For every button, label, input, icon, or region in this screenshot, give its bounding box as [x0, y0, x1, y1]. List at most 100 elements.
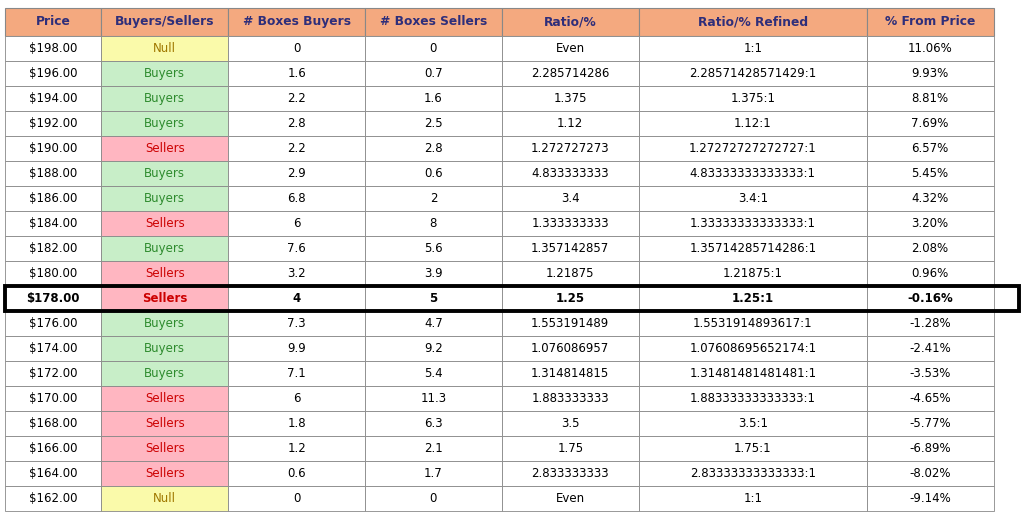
Bar: [228, 361, 365, 386]
Bar: [867, 486, 993, 511]
Bar: [502, 186, 639, 211]
Text: 1.12: 1.12: [557, 117, 584, 130]
Text: -0.16%: -0.16%: [907, 292, 953, 305]
Bar: [867, 461, 993, 486]
Bar: [502, 136, 639, 161]
Bar: [365, 61, 502, 86]
Text: 1.076086957: 1.076086957: [531, 342, 609, 355]
Text: $182.00: $182.00: [29, 242, 78, 255]
Bar: [867, 236, 993, 261]
Bar: [365, 336, 502, 361]
Text: -6.89%: -6.89%: [909, 442, 951, 455]
Text: Ratio/% Refined: Ratio/% Refined: [697, 15, 808, 28]
Bar: [5, 86, 101, 111]
Bar: [502, 36, 639, 61]
Text: 1.21875: 1.21875: [546, 267, 595, 280]
Bar: [5, 261, 101, 286]
Bar: [228, 61, 365, 86]
Text: 6.8: 6.8: [288, 192, 306, 205]
Bar: [101, 186, 228, 211]
Text: Buyers: Buyers: [144, 92, 185, 105]
Bar: [502, 236, 639, 261]
Bar: [5, 361, 101, 386]
Text: 9.9: 9.9: [287, 342, 306, 355]
Bar: [5, 286, 1019, 311]
Bar: [867, 8, 993, 36]
Text: 2.08%: 2.08%: [911, 242, 949, 255]
Bar: [228, 386, 365, 411]
Text: 7.69%: 7.69%: [911, 117, 949, 130]
Text: $170.00: $170.00: [29, 392, 78, 405]
Bar: [101, 336, 228, 361]
Text: 1.12:1: 1.12:1: [734, 117, 772, 130]
Bar: [639, 261, 867, 286]
Text: $168.00: $168.00: [29, 417, 78, 430]
Bar: [228, 186, 365, 211]
Bar: [365, 486, 502, 511]
Bar: [502, 211, 639, 236]
Text: 2.5: 2.5: [424, 117, 442, 130]
Bar: [867, 111, 993, 136]
Bar: [639, 161, 867, 186]
Text: 2.83333333333333:1: 2.83333333333333:1: [690, 467, 816, 480]
Text: 1.88333333333333:1: 1.88333333333333:1: [690, 392, 816, 405]
Bar: [867, 436, 993, 461]
Bar: [365, 386, 502, 411]
Text: Price: Price: [36, 15, 71, 28]
Bar: [101, 161, 228, 186]
Bar: [228, 461, 365, 486]
Bar: [5, 186, 101, 211]
Text: 2.833333333: 2.833333333: [531, 467, 609, 480]
Text: 3.4: 3.4: [561, 192, 580, 205]
Text: 5: 5: [429, 292, 437, 305]
Text: # Boxes Buyers: # Boxes Buyers: [243, 15, 350, 28]
Text: 2.8: 2.8: [424, 142, 442, 155]
Bar: [5, 111, 101, 136]
Bar: [101, 211, 228, 236]
Text: Buyers: Buyers: [144, 66, 185, 80]
Bar: [867, 411, 993, 436]
Bar: [365, 361, 502, 386]
Text: 4.32%: 4.32%: [911, 192, 949, 205]
Bar: [5, 8, 101, 36]
Text: 2.28571428571429:1: 2.28571428571429:1: [689, 66, 816, 80]
Text: $172.00: $172.00: [29, 367, 78, 380]
Text: Even: Even: [556, 492, 585, 505]
Bar: [639, 211, 867, 236]
Bar: [101, 286, 228, 311]
Text: $188.00: $188.00: [29, 167, 78, 180]
Bar: [639, 411, 867, 436]
Text: 4.83333333333333:1: 4.83333333333333:1: [690, 167, 816, 180]
Text: 11.06%: 11.06%: [908, 41, 952, 55]
Bar: [502, 261, 639, 286]
Bar: [502, 311, 639, 336]
Text: 3.5:1: 3.5:1: [737, 417, 768, 430]
Text: Sellers: Sellers: [145, 142, 184, 155]
Text: Sellers: Sellers: [145, 267, 184, 280]
Bar: [639, 311, 867, 336]
Bar: [365, 161, 502, 186]
Text: $164.00: $164.00: [29, 467, 78, 480]
Bar: [867, 286, 993, 311]
Bar: [228, 336, 365, 361]
Bar: [867, 186, 993, 211]
Bar: [639, 236, 867, 261]
Text: 2.1: 2.1: [424, 442, 442, 455]
Bar: [639, 36, 867, 61]
Bar: [639, 336, 867, 361]
Text: 5.4: 5.4: [424, 367, 442, 380]
Text: 1.21875:1: 1.21875:1: [723, 267, 782, 280]
Bar: [5, 436, 101, 461]
Bar: [867, 311, 993, 336]
Text: 1.333333333: 1.333333333: [531, 217, 609, 230]
Text: Null: Null: [154, 492, 176, 505]
Text: $162.00: $162.00: [29, 492, 78, 505]
Text: 3.5: 3.5: [561, 417, 580, 430]
Text: -9.14%: -9.14%: [909, 492, 951, 505]
Text: Buyers: Buyers: [144, 167, 185, 180]
Text: 1.31481481481481:1: 1.31481481481481:1: [689, 367, 816, 380]
Text: 1.33333333333333:1: 1.33333333333333:1: [690, 217, 816, 230]
Text: 0: 0: [293, 492, 300, 505]
Bar: [101, 236, 228, 261]
Bar: [228, 261, 365, 286]
